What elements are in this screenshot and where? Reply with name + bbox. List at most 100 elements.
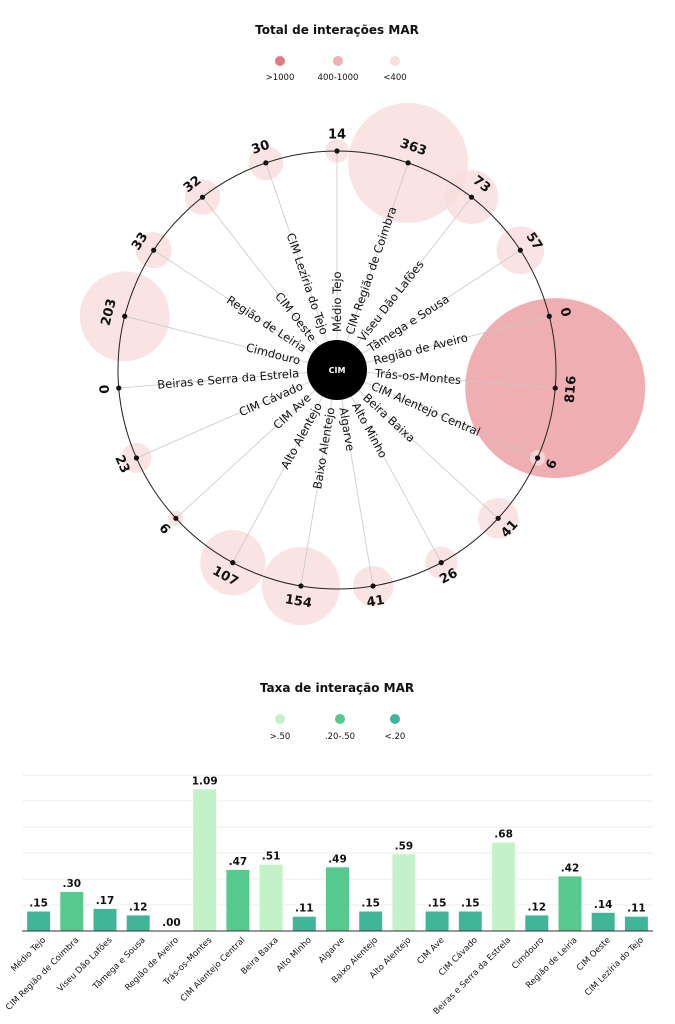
spoke-cim-alentejo-central <box>364 381 538 459</box>
value-label-regiao-de-aveiro: 0 <box>556 306 573 318</box>
radial-chart-title: Total de interações MAR <box>255 23 419 37</box>
ring-dot-cimdouro <box>122 313 128 319</box>
spoke-beira-baixa <box>358 390 499 519</box>
radial-legend-swatch-high <box>275 56 285 66</box>
spoke-cimdouro <box>124 315 309 364</box>
bar-value-tamega-e-sousa: .12 <box>129 901 148 913</box>
spoke-tras-os-montes <box>366 372 556 389</box>
ring-dot-regiao-de-leiria <box>151 247 157 253</box>
bar-value-cim-leziria-do-tejo: .11 <box>627 903 646 915</box>
radial-legend-label-mid: 400-1000 <box>318 73 359 83</box>
bar-alto-alentejo <box>392 854 416 931</box>
radial-spokes <box>118 151 556 587</box>
spoke-beiras-e-serra-da-estrela <box>118 372 308 389</box>
ring-dot-beira-baixa <box>495 515 501 521</box>
ring-dot-cim-ave <box>173 515 179 521</box>
bar-value-cim-ave: .15 <box>428 898 447 910</box>
ring-dot-tamega-e-sousa <box>517 247 523 253</box>
bar-cim-ave <box>425 911 449 931</box>
bar-viseu-dao-lafoes <box>93 908 117 931</box>
center-hub-label: CIM <box>329 366 346 375</box>
ring-dot-cim-leziria-do-tejo <box>263 160 269 166</box>
bar-value-regiao-de-leiria: .42 <box>561 862 580 874</box>
value-label-cim-leziria-do-tejo: 30 <box>250 138 272 158</box>
radial-legend-label-high: >1000 <box>266 73 295 83</box>
bar-legend-swatch-low <box>390 714 400 724</box>
bar-legend: >.50 .20-.50 <.20 <box>270 714 405 742</box>
value-label-tras-os-montes: 816 <box>563 375 580 403</box>
region-label-medio-tejo: Médio Tejo <box>330 271 344 332</box>
bar-value-baixo-alentejo: .15 <box>361 898 380 910</box>
bar-value-alto-alentejo: .59 <box>395 840 414 852</box>
value-label-cimdouro: 203 <box>99 297 120 327</box>
ring-dot-cim-oeste <box>199 194 206 200</box>
bar-cim-cavado <box>458 911 482 931</box>
ring-dot-viseu-dao-lafoes <box>468 194 475 200</box>
bar-cim-regiao-de-coimbra <box>60 892 84 931</box>
bar-category-alto-minho: Alto Minho <box>275 935 314 974</box>
spoke-cim-oeste <box>202 196 319 347</box>
ring-dot-algarve <box>370 583 376 589</box>
radial-legend-label-low: <400 <box>383 73 406 83</box>
ring-dot-cim-regiao-de-coimbra <box>405 160 411 166</box>
bar-baixo-alentejo <box>359 911 383 931</box>
bar-beira-baixa <box>259 864 283 931</box>
ring-dot-medio-tejo <box>334 148 340 154</box>
spoke-cim-regiao-de-coimbra <box>346 162 409 342</box>
bar-category-cim-leziria-do-tejo: CIM Lezíria do Tejo <box>583 935 646 998</box>
bar-value-tras-os-montes: 1.09 <box>192 775 218 787</box>
spoke-cim-leziria-do-tejo <box>265 162 328 342</box>
bar-value-cim-oeste: .14 <box>594 899 613 911</box>
bar-value-algarve: .49 <box>328 853 347 865</box>
bar-value-labels: .15 .30 .17 .12 .00 1.09 .47 .51 .11 .49 .15 .59 .15… <box>29 775 645 929</box>
spoke-algarve <box>341 399 374 587</box>
bar-tras-os-montes <box>193 789 217 931</box>
bar-legend-label-high: >.50 <box>270 732 291 742</box>
ring-dot-cim-cavado <box>133 455 140 461</box>
bar-value-alto-minho: .11 <box>295 903 314 915</box>
ring-dot-beiras-e-serra-da-estrela <box>116 385 122 391</box>
spoke-viseu-dao-lafoes <box>355 196 472 347</box>
bar-category-cim-ave: CIM Ave <box>415 935 446 966</box>
spoke-regiao-de-aveiro <box>365 315 550 364</box>
value-label-cim-cavado: 23 <box>111 453 132 476</box>
ring-dot-baixo-alentejo <box>298 583 304 589</box>
value-label-medio-tejo: 14 <box>328 128 346 143</box>
bar-cim-leziria-do-tejo <box>624 916 648 931</box>
value-label-cim-ave: 6 <box>156 521 173 538</box>
ring-dot-alto-alentejo <box>230 560 236 566</box>
bar-algarve <box>326 867 349 931</box>
ring-dot-regiao-de-aveiro <box>546 313 552 319</box>
bar-chart-title: Taxa de interação MAR <box>260 681 414 695</box>
radial-legend: >1000 400-1000 <400 <box>266 56 407 83</box>
bar-bars <box>27 789 648 931</box>
spoke-cim-cavado <box>136 381 310 459</box>
bar-tamega-e-sousa <box>126 915 150 931</box>
bar-value-viseu-dao-lafoes: .17 <box>96 895 115 907</box>
bar-value-cim-cavado: .15 <box>461 898 480 910</box>
bar-beiras-e-serra-da-estrela <box>492 842 516 931</box>
bar-value-regiao-de-aveiro: .00 <box>162 917 181 929</box>
bar-cimdouro <box>525 915 549 931</box>
bar-value-cim-alentejo-central: .47 <box>229 856 248 868</box>
bar-value-beiras-e-serra-da-estrela: .68 <box>494 829 513 841</box>
spoke-tamega-e-sousa <box>361 249 521 354</box>
bar-cim-oeste <box>591 912 615 931</box>
spoke-cim-ave <box>175 390 316 519</box>
bar-regiao-de-leiria <box>558 876 582 931</box>
value-label-baixo-alentejo: 154 <box>284 592 313 611</box>
bar-category-cim-alentejo-central: CIM Alentejo Central <box>179 935 248 1004</box>
bar-value-cimdouro: .12 <box>527 901 546 913</box>
bar-legend-swatch-mid <box>335 714 345 724</box>
radial-legend-swatch-mid <box>333 56 343 66</box>
bar-legend-swatch-high <box>275 714 285 724</box>
spoke-baixo-alentejo <box>300 399 333 587</box>
spoke-regiao-de-leiria <box>153 249 313 354</box>
bar-value-medio-tejo: .15 <box>29 898 48 910</box>
bar-cim-alentejo-central <box>226 869 250 931</box>
bar-value-beira-baixa: .51 <box>262 851 281 863</box>
spoke-alto-minho <box>350 396 442 563</box>
bar-legend-label-mid: .20-.50 <box>325 732 355 742</box>
